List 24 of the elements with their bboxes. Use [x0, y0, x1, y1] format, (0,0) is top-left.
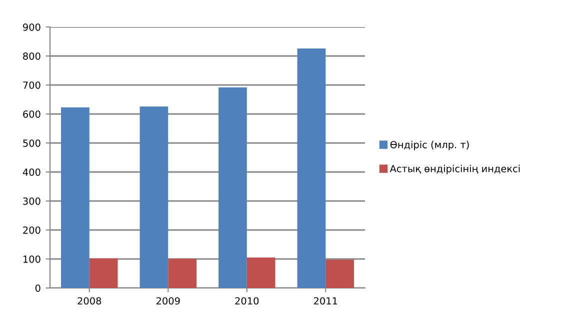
- bar: [89, 258, 118, 288]
- y-tick-label: 100: [23, 255, 40, 263]
- legend-label: Астық өндірісінің индексі: [390, 164, 520, 174]
- x-tick-label: 2008: [78, 297, 102, 305]
- y-tick-label: 400: [22, 168, 40, 176]
- y-tick-label: 0: [35, 284, 40, 292]
- x-tick-label: 2009: [156, 297, 180, 305]
- y-tick-label: 600: [23, 110, 40, 118]
- bar: [218, 87, 247, 288]
- y-tick-label: 800: [23, 52, 40, 60]
- bar: [297, 48, 326, 288]
- y-tick-label: 300: [23, 197, 40, 205]
- y-tick-label: 500: [23, 139, 40, 147]
- y-tick-label: 200: [23, 226, 40, 234]
- bar: [246, 258, 276, 288]
- x-tick-label: 2011: [314, 297, 338, 305]
- y-tick-label: 700: [23, 81, 40, 89]
- bar: [326, 260, 354, 288]
- legend-label: Өндіріс (млр. т): [390, 140, 469, 150]
- x-tick-label: 2010: [235, 297, 259, 305]
- bar: [140, 106, 168, 288]
- bar: [168, 258, 196, 288]
- bar: [61, 107, 90, 288]
- y-tick-label: 900: [23, 23, 40, 31]
